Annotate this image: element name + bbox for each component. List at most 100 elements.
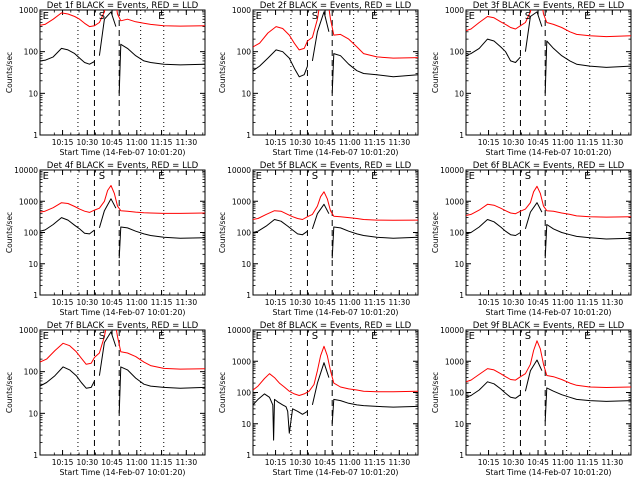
x-axis: 10:15 10:30 10:45 11:00 11:15 11:30 [478, 10, 630, 147]
annotation-label: E [469, 171, 475, 182]
axis-frame [465, 329, 632, 456]
panel-title: Det 8f BLACK = Events, RED = LLD [260, 321, 412, 331]
y-tick-label: 1 [33, 291, 38, 300]
y-tick-label: 1000 [232, 6, 251, 15]
series-events-line [466, 11, 631, 94]
series-events-line [253, 203, 418, 259]
annotation-label: E [584, 331, 590, 342]
x-tick-label: 10:30 [76, 138, 98, 147]
annotation-label: S [312, 171, 318, 182]
series-events-line [466, 202, 631, 259]
x-axis: 10:15 10:30 10:45 11:00 11:15 11:30 [265, 10, 417, 147]
x-tick-label: 11:30 [388, 138, 410, 147]
x-tick-label: 10:30 [502, 298, 524, 307]
y-tick-label: 100 [24, 48, 39, 57]
x-tick-label: 10:45 [527, 458, 549, 467]
x-axis-label: Start Time (14-Feb-07 10:01:20) [486, 148, 612, 157]
y-tick-label: 1000 [232, 197, 251, 206]
panel-title: Det 5f BLACK = Events, RED = LLD [260, 161, 412, 171]
y-tick-label: 10 [241, 89, 251, 98]
y-tick-label: 10 [454, 89, 464, 98]
series-events-line [40, 331, 205, 414]
x-tick-label: 10:30 [502, 458, 524, 467]
x-tick-label: 10:15 [478, 138, 500, 147]
panel-title: Det 1f BLACK = Events, RED = LLD [47, 1, 199, 11]
x-tick-label: 11:15 [364, 298, 386, 307]
x-tick-label: 10:30 [502, 138, 524, 147]
y-axis: 1 10 100 1000 [19, 326, 205, 460]
panel-title: Det 6f BLACK = Events, RED = LLD [473, 161, 625, 171]
x-axis-label: Start Time (14-Feb-07 10:01:20) [273, 148, 399, 157]
x-tick-label: 10:15 [265, 138, 287, 147]
series-lld-line [40, 330, 205, 370]
y-axis-label: Counts/sec [431, 372, 440, 413]
series-lld-line [466, 340, 631, 388]
y-tick-label: 100 [237, 389, 252, 398]
y-tick-label: 1000 [19, 6, 38, 15]
x-tick-label: 10:15 [52, 138, 74, 147]
annotation-label: E [256, 331, 262, 342]
y-tick-label: 10 [241, 420, 251, 429]
y-tick-label: 1000 [445, 357, 464, 366]
chart-panel-7: Det 7f BLACK = Events, RED = LLD 1 10 100 10… [5, 321, 206, 477]
y-tick-label: 10 [241, 260, 251, 269]
x-tick-label: 10:45 [101, 458, 123, 467]
x-tick-label: 10:30 [76, 298, 98, 307]
x-tick-label: 11:00 [552, 458, 574, 467]
x-axis-label: Start Time (14-Feb-07 10:01:20) [486, 468, 612, 477]
series-lld-line [466, 10, 631, 38]
series-lld-line [40, 185, 205, 214]
series-lld-line [253, 345, 418, 396]
annotation-label: E [43, 11, 49, 22]
x-tick-label: 10:30 [289, 458, 311, 467]
x-tick-label: 11:15 [151, 458, 173, 467]
x-tick-label: 11:15 [577, 458, 599, 467]
x-tick-label: 10:45 [314, 138, 336, 147]
axis-frame [465, 169, 632, 296]
y-tick-label: 1 [459, 451, 464, 460]
series-events-line [40, 198, 205, 259]
y-axis: 1 10 100 1000 [232, 6, 418, 140]
annotation-label: E [158, 171, 164, 182]
y-tick-label: 1 [33, 131, 38, 140]
chart-panel-4: Det 4f BLACK = Events, RED = LLD 1 10 100 10… [5, 161, 206, 317]
x-axis-label: Start Time (14-Feb-07 10:01:20) [273, 308, 399, 317]
annotation-label: E [256, 171, 262, 182]
axis-frame [39, 329, 206, 456]
x-axis-label: Start Time (14-Feb-07 10:01:20) [60, 468, 186, 477]
axis-frame [39, 169, 206, 296]
annotation-label: S [99, 11, 105, 22]
axis-frame [252, 169, 419, 296]
x-tick-label: 11:30 [601, 298, 623, 307]
annotation-label: E [43, 171, 49, 182]
y-axis-label: Counts/sec [218, 52, 227, 93]
x-tick-label: 10:45 [527, 298, 549, 307]
annotation-label: S [525, 11, 531, 22]
series-lld-line [253, 10, 418, 59]
y-tick-label: 1000 [445, 6, 464, 15]
y-tick-label: 100 [450, 389, 465, 398]
panel-title: Det 9f BLACK = Events, RED = LLD [473, 321, 625, 331]
y-axis-label: Counts/sec [218, 372, 227, 413]
chart-panel-3: Det 3f BLACK = Events, RED = LLD 1 10 100 10… [431, 1, 632, 157]
x-tick-label: 10:15 [265, 298, 287, 307]
y-axis-label: Counts/sec [5, 372, 14, 413]
annotation-label: E [584, 171, 590, 182]
x-axis: 10:15 10:30 10:45 11:00 11:15 11:30 [478, 170, 630, 307]
x-tick-label: 11:30 [175, 298, 197, 307]
annotation-label: S [99, 331, 105, 342]
annotation-label: S [525, 171, 531, 182]
annotation-label: S [525, 331, 531, 342]
x-tick-label: 10:45 [101, 138, 123, 147]
x-tick-label: 11:30 [175, 458, 197, 467]
y-tick-label: 1 [459, 131, 464, 140]
y-tick-label: 10 [454, 260, 464, 269]
series-lld-line [40, 10, 205, 28]
x-tick-label: 11:00 [339, 138, 361, 147]
x-tick-label: 11:15 [364, 138, 386, 147]
annotation-label: E [469, 11, 475, 22]
annotation-label: E [256, 11, 262, 22]
y-axis-label: Counts/sec [431, 212, 440, 253]
y-axis: 1 10 100 1000 [445, 6, 631, 140]
x-tick-label: 10:15 [478, 458, 500, 467]
